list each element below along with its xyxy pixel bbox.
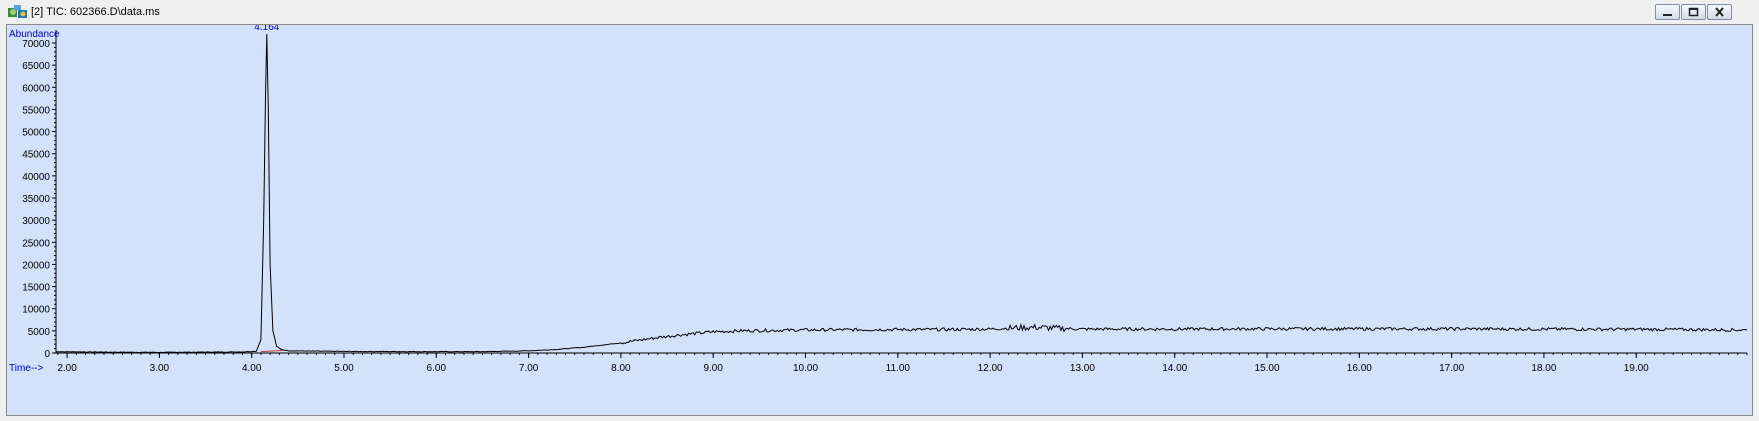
minimize-icon xyxy=(1663,14,1672,16)
restore-button[interactable] xyxy=(1681,4,1706,20)
x-tick-label: 13.00 xyxy=(1070,363,1095,374)
x-tick-label: 5.00 xyxy=(334,363,354,374)
y-tick-label: 50000 xyxy=(22,128,50,139)
y-tick-label: 35000 xyxy=(22,194,50,205)
x-tick-label: 19.00 xyxy=(1624,363,1649,374)
window-title: [2] TIC: 602366.D\data.ms xyxy=(31,6,160,18)
y-tick-label: 20000 xyxy=(22,260,50,271)
close-icon xyxy=(1715,7,1724,17)
y-tick-label: 45000 xyxy=(22,150,50,161)
x-tick-label: 18.00 xyxy=(1531,363,1556,374)
x-tick-label: 10.00 xyxy=(793,363,818,374)
plot-area[interactable]: 0 5000 10000 15000 20000 25000 30000 35000 40000… xyxy=(6,22,1753,416)
peak-baseline xyxy=(260,349,285,353)
close-button[interactable] xyxy=(1707,4,1732,20)
y-tick-label: 30000 xyxy=(22,216,50,227)
y-tick-label: 70000 xyxy=(22,39,50,50)
y-tick-label: 40000 xyxy=(22,172,50,183)
x-tick-label: 7.00 xyxy=(519,363,539,374)
window-frame-bottom xyxy=(0,416,1759,421)
y-tick-label: 0 xyxy=(44,349,50,360)
y-tick-label: 25000 xyxy=(22,238,50,249)
y-tick-label: 55000 xyxy=(22,105,50,116)
peak-label[interactable]: 4.164 xyxy=(254,22,279,33)
restore-icon xyxy=(1688,7,1699,17)
y-tick-label: 65000 xyxy=(22,61,50,72)
tic-trace[interactable] xyxy=(56,34,1748,354)
x-tick-label: 9.00 xyxy=(703,363,723,374)
y-tick-label: 5000 xyxy=(28,327,51,338)
y-tick-label: 15000 xyxy=(22,283,50,294)
x-tick-label: 8.00 xyxy=(611,363,631,374)
y-tick-label: 10000 xyxy=(22,305,50,316)
chromatogram-app-icon xyxy=(8,5,28,19)
tic-chart[interactable]: 0 5000 10000 15000 20000 25000 30000 35000 40000… xyxy=(7,22,1752,415)
minimize-button[interactable] xyxy=(1655,4,1680,20)
y-axis-label: Abundance xyxy=(9,29,60,40)
x-tick-label: 2.00 xyxy=(57,363,77,374)
x-tick-label: 17.00 xyxy=(1439,363,1464,374)
x-tick-label: 12.00 xyxy=(978,363,1003,374)
x-tick-label: 14.00 xyxy=(1162,363,1187,374)
x-tick-label: 16.00 xyxy=(1347,363,1372,374)
x-tick-label: 4.00 xyxy=(242,363,262,374)
x-tick-label: 15.00 xyxy=(1255,363,1280,374)
y-tick-label: 60000 xyxy=(22,83,50,94)
x-tick-label: 6.00 xyxy=(427,363,447,374)
x-axis-label: Time--> xyxy=(9,363,44,374)
title-bar[interactable]: [2] TIC: 602366.D\data.ms xyxy=(0,0,1759,24)
x-tick-label: 3.00 xyxy=(150,363,170,374)
x-tick-label: 11.00 xyxy=(886,363,911,374)
